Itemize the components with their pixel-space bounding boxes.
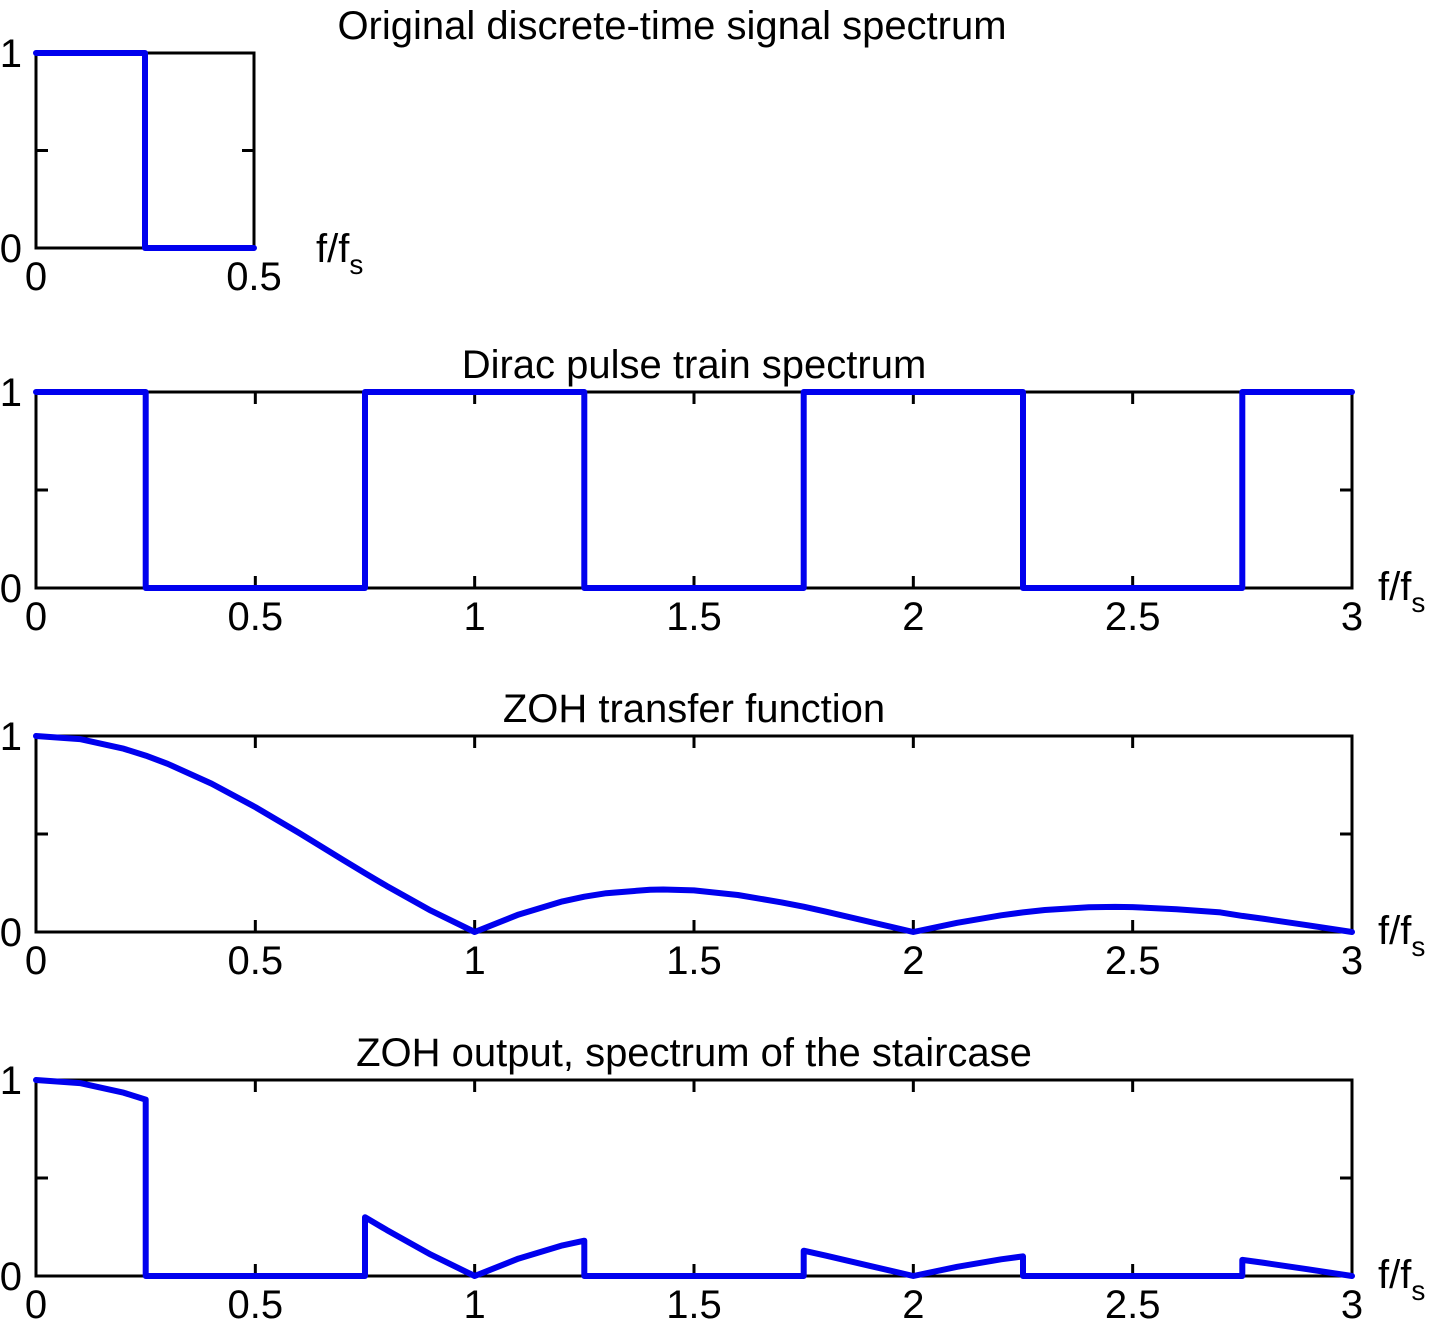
- x-tick-label: 2.5: [1105, 939, 1161, 983]
- x-axis-label-subscript: s: [349, 249, 363, 280]
- x-tick-label: 2: [902, 939, 924, 983]
- y-tick-label: 0: [0, 567, 22, 611]
- x-axis-label-subscript: s: [1411, 931, 1425, 962]
- panel-4: ZOH output, spectrum of the staircase 0 0.…: [0, 1031, 1425, 1323]
- y-tick-label: 0: [0, 227, 22, 271]
- x-axis-label: f/fs: [1378, 1253, 1425, 1306]
- x-tick-label: 1.5: [666, 1283, 722, 1323]
- x-tick-label: 1: [464, 1283, 486, 1323]
- x-axis-label-subscript: s: [1411, 1275, 1425, 1306]
- x-tick-label: 0.5: [228, 595, 284, 639]
- x-axis-label: f/fs: [1378, 565, 1425, 618]
- x-tick-label: 3: [1341, 595, 1363, 639]
- series-line-1: [33, 1077, 1355, 1279]
- x-tick-label: 0.5: [228, 939, 284, 983]
- series-line-1: [33, 733, 1355, 935]
- x-tick-label: 2: [902, 1283, 924, 1323]
- chart-title: Dirac pulse train spectrum: [462, 343, 927, 387]
- x-tick-label: 0: [25, 1283, 47, 1323]
- chart-title: ZOH output, spectrum of the staircase: [356, 1031, 1032, 1075]
- x-tick-label: 0.5: [228, 1283, 284, 1323]
- panel-2: Dirac pulse train spectrum 0 0.5 1 1.5 2 2.5 3 0…: [0, 343, 1425, 639]
- x-tick-label: 2: [902, 595, 924, 639]
- axes-box: [34, 1078, 1354, 1278]
- x-tick-label: 0: [25, 595, 47, 639]
- chart-title: Original discrete-time signal spectrum: [337, 4, 1006, 48]
- y-tick-label: 0: [0, 911, 22, 955]
- x-tick-label: 1: [464, 595, 486, 639]
- x-tick-label: 1.5: [666, 595, 722, 639]
- x-axis-label: f/fs: [1378, 909, 1425, 962]
- panel-3: ZOH transfer function 0 0.5 1 1.5 2 2.5 3 0 1 f/fs: [0, 687, 1425, 983]
- series-line-1: [33, 389, 1355, 591]
- y-tick-label: 1: [0, 715, 22, 759]
- x-tick-label: 1: [464, 939, 486, 983]
- axes-box: [34, 734, 1354, 934]
- x-tick-label: 3: [1341, 939, 1363, 983]
- y-tick-label: 1: [0, 32, 22, 76]
- x-tick-label: 0: [25, 255, 47, 299]
- x-axis-label: f/fs: [316, 227, 363, 280]
- y-tick-label: 1: [0, 371, 22, 415]
- x-tick-label: 0.5: [226, 255, 282, 299]
- y-tick-label: 0: [0, 1255, 22, 1299]
- x-axis-label-subscript: s: [1411, 587, 1425, 618]
- axes-box: [34, 390, 1354, 590]
- chart-title: ZOH transfer function: [503, 687, 885, 731]
- series-line-1: [33, 50, 257, 251]
- x-tick-label: 1.5: [666, 939, 722, 983]
- x-tick-label: 2.5: [1105, 1283, 1161, 1323]
- y-tick-label: 1: [0, 1059, 22, 1103]
- x-tick-label: 2.5: [1105, 595, 1161, 639]
- x-tick-label: 3: [1341, 1283, 1363, 1323]
- x-tick-label: 0: [25, 939, 47, 983]
